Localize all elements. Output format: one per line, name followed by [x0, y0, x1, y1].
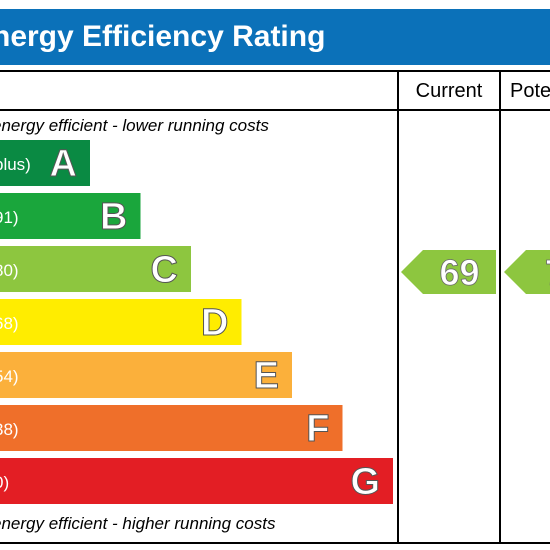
- column-divider-current: [397, 70, 399, 544]
- potential-column-header: Pote: [510, 80, 550, 102]
- potential-rating-value: 7: [545, 252, 550, 293]
- band-letter-a: A: [50, 143, 77, 185]
- caption-top: energy efficient - lower running costs: [0, 116, 269, 135]
- band-bar-f: [0, 405, 343, 451]
- band-range-f: 38): [0, 420, 19, 439]
- header-divider: [0, 109, 550, 111]
- band-letter-b: B: [100, 196, 127, 238]
- band-bar-c: [0, 246, 191, 292]
- current-column-header: Current: [415, 80, 483, 102]
- band-letter-c: C: [151, 249, 178, 291]
- chart-title: nergy Efficiency Rating: [0, 20, 326, 53]
- band-letter-d: D: [201, 302, 228, 344]
- band-range-d: 68): [0, 314, 19, 333]
- column-divider-potential: [499, 70, 501, 544]
- title-bar: nergy Efficiency Rating: [0, 9, 550, 65]
- band-range-a: plus): [0, 155, 31, 174]
- band-range-e: 54): [0, 367, 19, 386]
- band-bar-e: [0, 352, 292, 398]
- band-bar-a: [0, 140, 90, 186]
- table-bottom-border: [0, 542, 550, 544]
- table-top-border: [0, 70, 550, 72]
- potential-rating-arrow: [504, 250, 550, 294]
- band-letter-e: E: [254, 355, 279, 397]
- caption-bottom: energy efficient - higher running costs: [0, 514, 276, 533]
- band-range-c: 80): [0, 261, 19, 280]
- band-range-b: 91): [0, 208, 19, 227]
- band-letter-g: G: [350, 461, 380, 503]
- band-letter-f: F: [306, 408, 329, 450]
- band-bar-b: [0, 193, 141, 239]
- current-rating-value: 69: [439, 252, 479, 293]
- current-rating-arrow: [401, 250, 496, 294]
- band-bar-d: [0, 299, 242, 345]
- band-bar-g: [0, 458, 393, 504]
- band-range-g: 0): [0, 473, 9, 492]
